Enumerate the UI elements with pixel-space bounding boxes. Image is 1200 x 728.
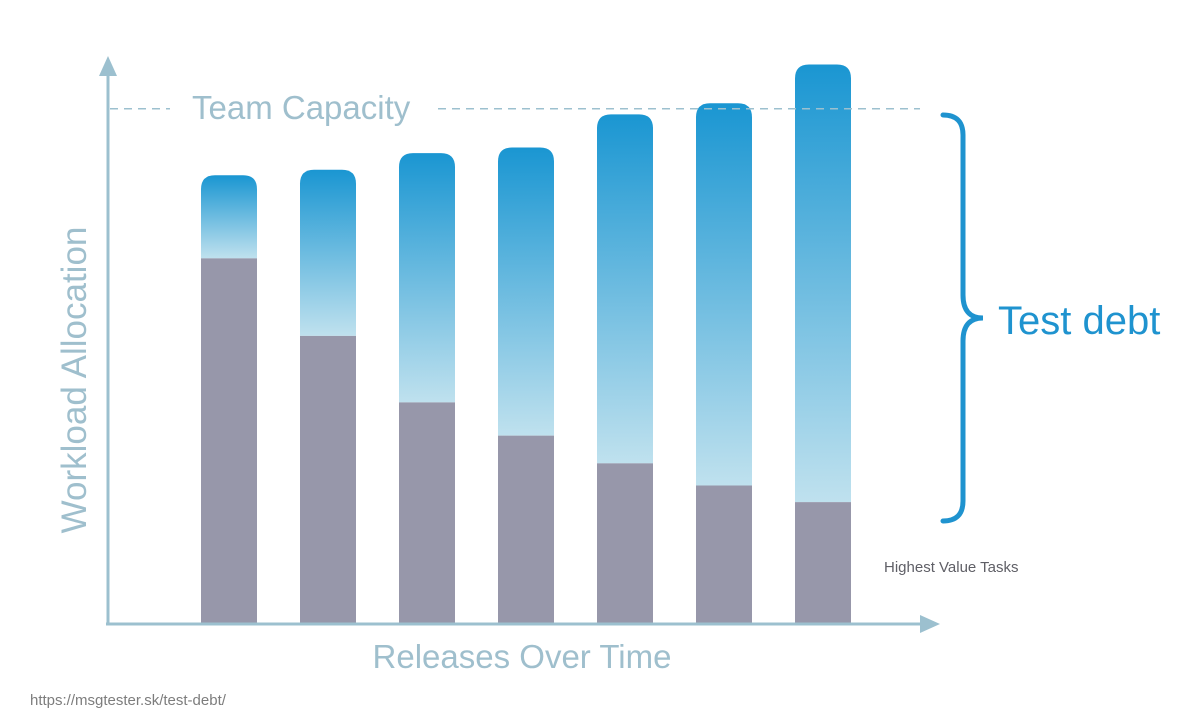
bar-highest-value-6 xyxy=(696,485,752,624)
bar-highest-value-7 xyxy=(795,502,851,624)
bar-highest-value-5 xyxy=(597,463,653,624)
bar-test-debt-5 xyxy=(597,114,653,464)
test-debt-brace xyxy=(940,112,984,524)
bar-test-debt-2 xyxy=(300,169,356,336)
capacity-label: Team Capacity xyxy=(192,89,411,126)
bar-test-debt-7 xyxy=(795,64,851,503)
highest-value-tasks-label: Highest Value Tasks xyxy=(884,559,1019,576)
bar-test-debt-6 xyxy=(696,103,752,486)
bar-test-debt-3 xyxy=(399,153,455,403)
source-url: https://msgtester.sk/test-debt/ xyxy=(30,692,226,709)
y-axis-label: Workload Allocation xyxy=(55,227,94,534)
x-axis-arrow xyxy=(920,615,940,633)
bar-test-debt-1 xyxy=(201,175,257,259)
test-debt-label: Test debt xyxy=(998,299,1160,343)
bars-group xyxy=(201,64,851,624)
bar-highest-value-3 xyxy=(399,402,455,624)
bar-highest-value-2 xyxy=(300,335,356,624)
y-axis-arrow xyxy=(99,56,117,76)
bar-highest-value-1 xyxy=(201,258,257,624)
bar-highest-value-4 xyxy=(498,435,554,624)
bar-test-debt-4 xyxy=(498,147,554,436)
x-axis-label: Releases Over Time xyxy=(373,638,672,675)
